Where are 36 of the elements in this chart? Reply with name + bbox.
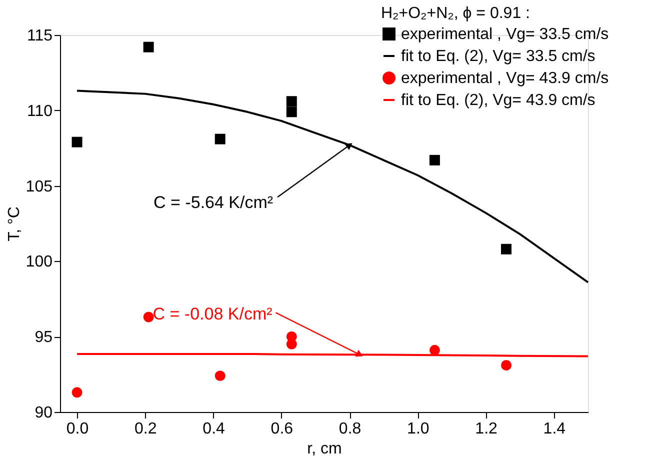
x-tick-label: 0.4: [202, 420, 226, 438]
annotation: C = -5.64 K/cm²: [154, 193, 274, 212]
x-tick-label: 1.2: [475, 420, 498, 438]
annotation: C = -0.08 K/cm²: [152, 304, 273, 324]
point: [501, 360, 512, 370]
point: [429, 344, 440, 356]
y-tick-label: 105: [26, 178, 53, 196]
y-tick-label: 110: [26, 102, 53, 120]
point: [143, 312, 154, 322]
point: [429, 154, 440, 166]
legend-label: fit to Eq. (2), Vg= 33.5 cm/s: [401, 48, 596, 65]
y-tick-label: 100: [26, 254, 53, 271]
legend-label: experimental , Vg= 43.9 cm/s: [401, 70, 609, 87]
point: [501, 244, 512, 254]
point: [286, 106, 297, 118]
x-tick-label: 0.8: [338, 420, 362, 438]
x-tick-label: 1.0: [407, 420, 430, 438]
x-tick-label: 0.6: [270, 420, 294, 438]
y-tick-label: 90: [34, 404, 53, 422]
legend-label: experimental , Vg= 33.5 cm/s: [401, 26, 609, 43]
point: [72, 387, 82, 398]
x-tick-label: 0.2: [134, 420, 157, 438]
point: [214, 370, 226, 382]
x-tick-label: 1.4: [543, 420, 566, 438]
point: [286, 96, 297, 107]
point: [143, 42, 154, 52]
legend-title: H₂+O₂+N₂, ϕ = 0.91 :: [381, 5, 530, 22]
y-tick-label: 115: [26, 28, 53, 44]
y-axis-title: T, °C: [6, 206, 23, 242]
point: [286, 338, 297, 350]
point: [214, 134, 226, 144]
legend-label: fit to Eq. (2), Vg= 43.9 cm/s: [401, 92, 596, 109]
x-tick-label: 0.0: [66, 420, 89, 438]
x-axis-title: r, cm: [307, 440, 342, 458]
y-tick-label: 95: [34, 329, 53, 346]
point: [72, 136, 82, 148]
